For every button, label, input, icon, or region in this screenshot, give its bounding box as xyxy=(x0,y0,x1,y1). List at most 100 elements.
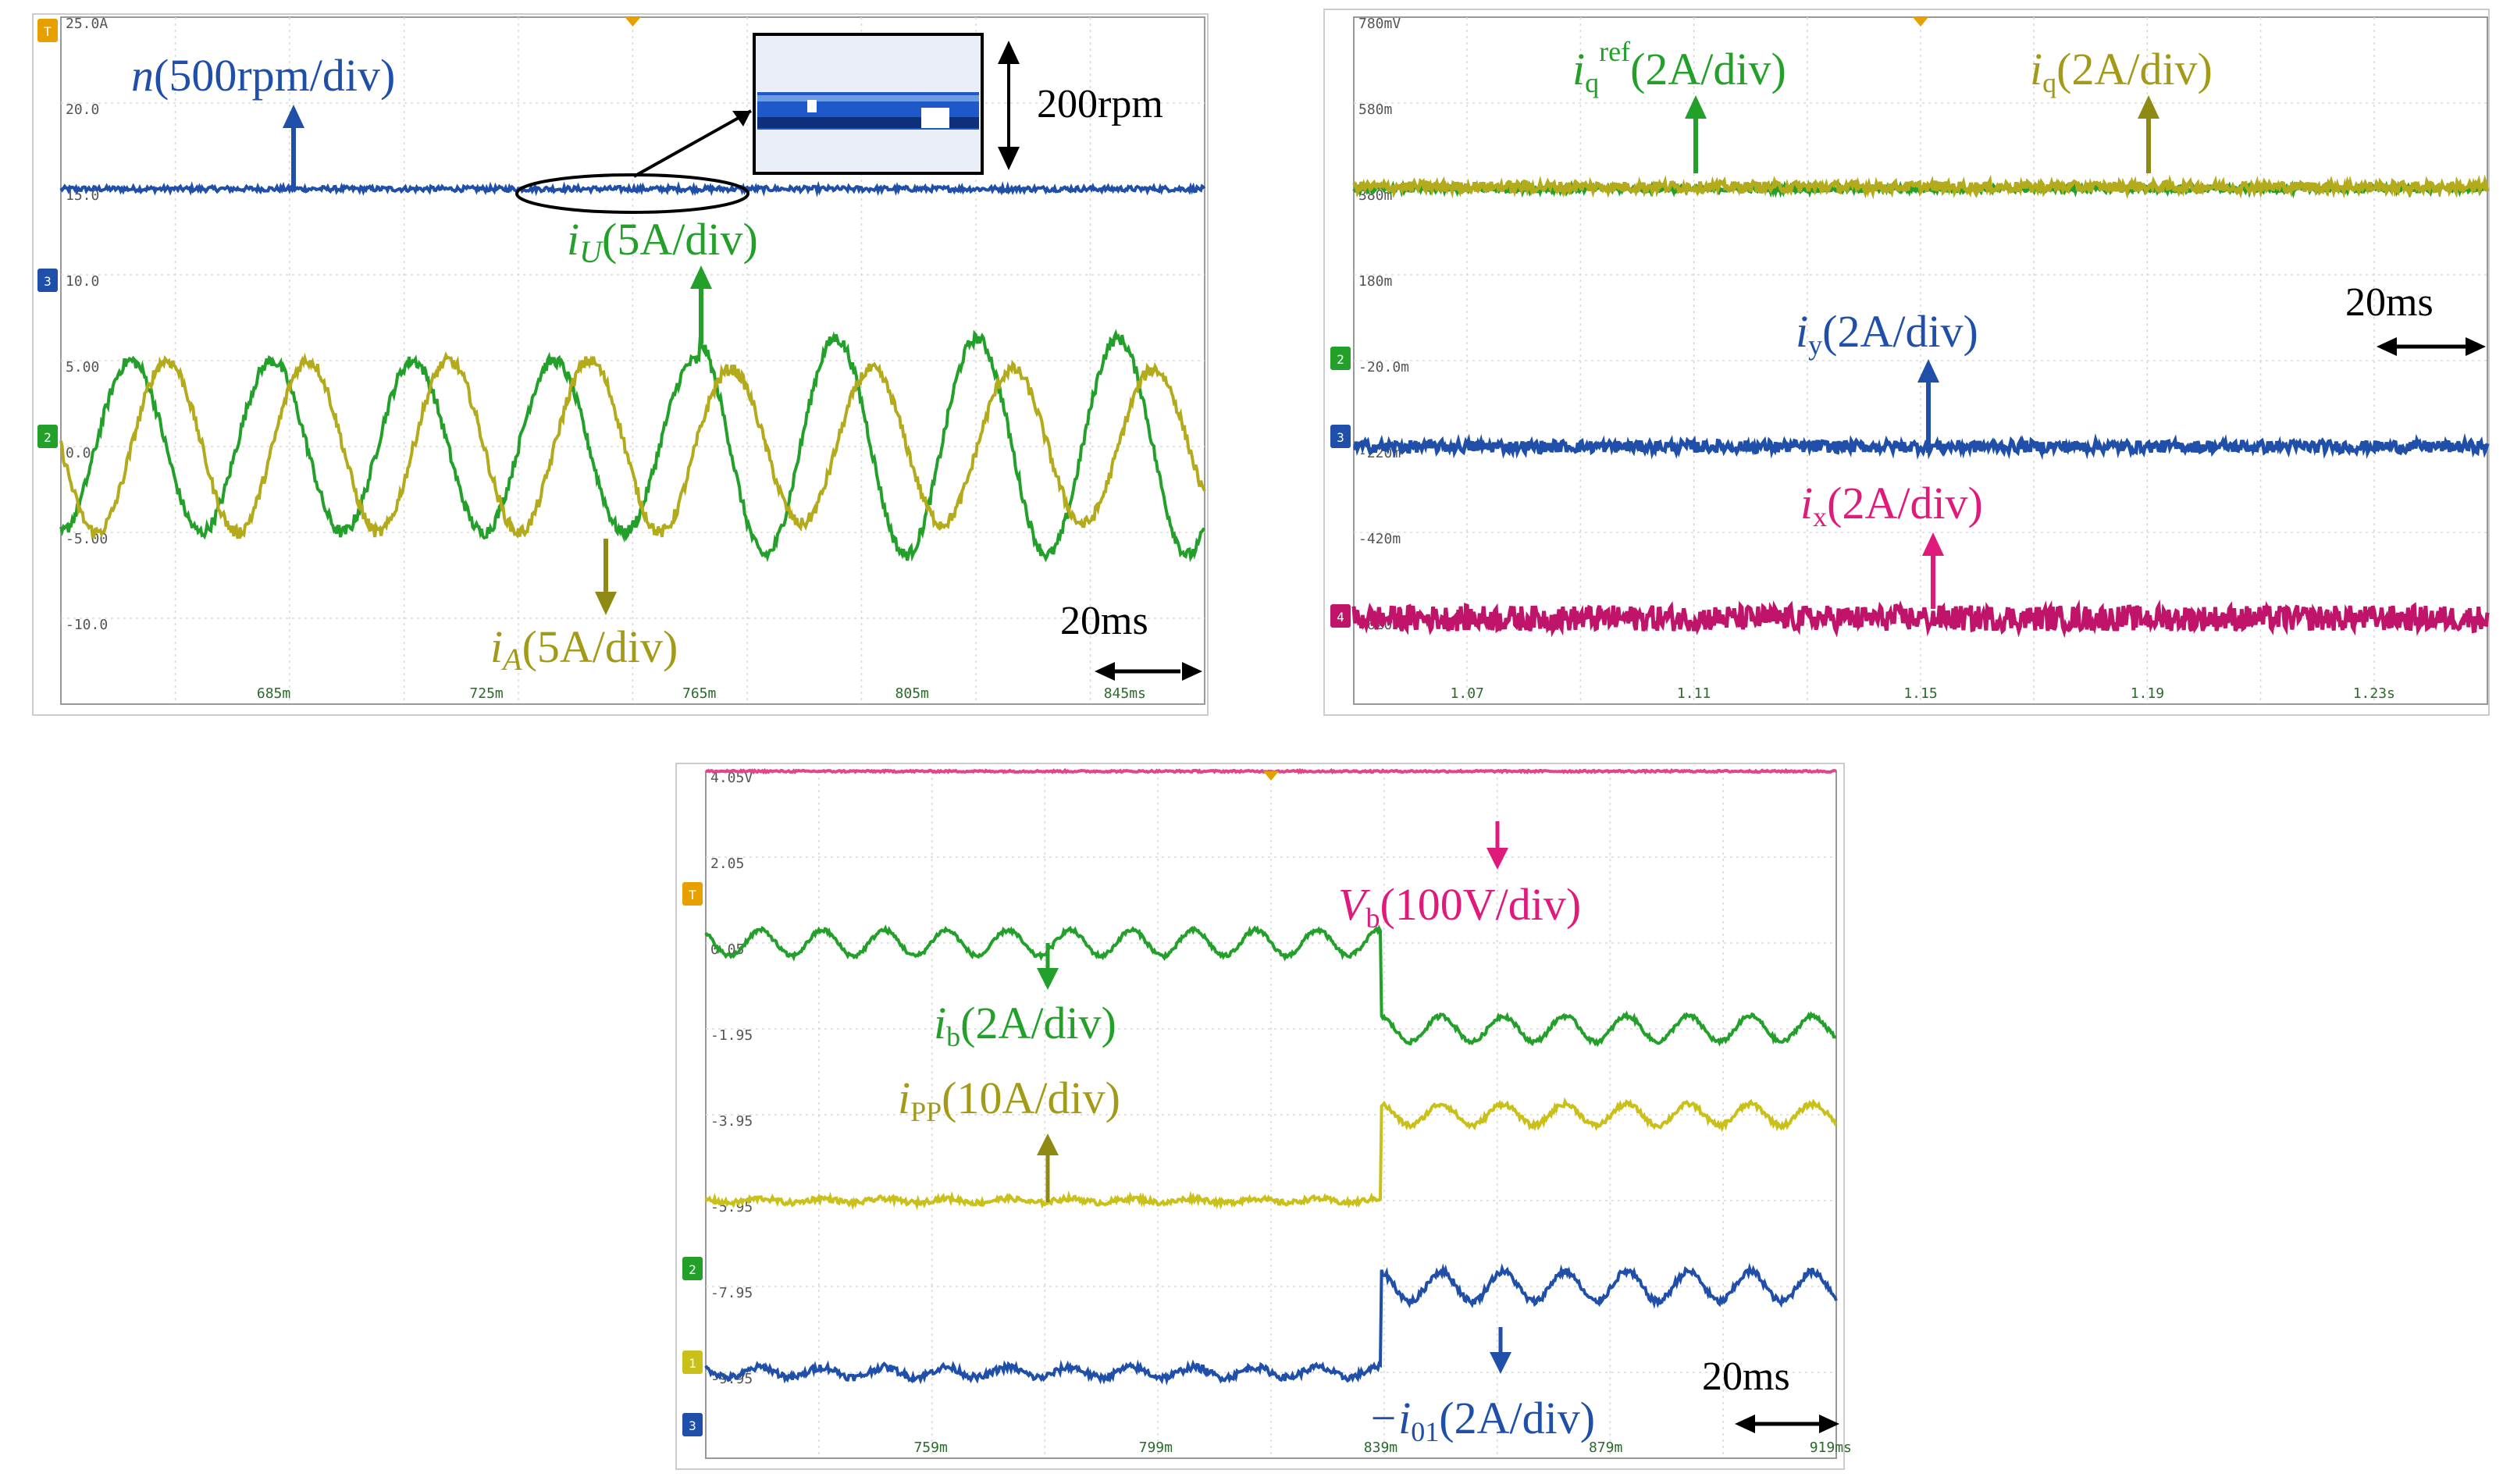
channel-badge-label: 2 xyxy=(44,430,52,445)
x-tick-label: 839m xyxy=(1364,1440,1397,1456)
y-tick-label: -1.95 xyxy=(710,1027,753,1044)
zoom-inset: 200rpm xyxy=(515,33,1163,214)
time-label: 20ms xyxy=(1702,1354,1790,1399)
arrow-n-head xyxy=(283,105,304,128)
annotation-ipp: iPP(10A/div) xyxy=(898,1073,1120,1202)
traces xyxy=(1351,174,2490,639)
annotation-vb: Vb(100V/div) xyxy=(1338,821,1581,934)
series-line xyxy=(1351,599,2490,639)
label-iqref: iqref(2A/div) xyxy=(1572,36,1786,98)
channel-badge xyxy=(682,882,703,906)
y-tick-label: -5.00 xyxy=(66,531,108,547)
channel-badge-label: T xyxy=(44,24,52,39)
label-iU: iU(5A/div) xyxy=(567,214,758,269)
series-line xyxy=(704,924,1836,1048)
zoom-ellipse xyxy=(515,173,749,214)
traces xyxy=(59,180,1206,563)
annotation-i01: −i01(2A/div) xyxy=(1368,1327,1595,1447)
annotation-iA: iA(5A/div) xyxy=(490,539,678,677)
x-tick-label: 1.23s xyxy=(2353,685,2395,702)
series-line xyxy=(1353,432,2490,461)
x-tick-label: 919ms xyxy=(1810,1440,1852,1456)
annotation-iU: iU(5A/div) xyxy=(567,214,758,343)
time-arrow-left xyxy=(1095,662,1115,681)
x-tick-label: 759m xyxy=(913,1440,947,1456)
channel-badge-label: 3 xyxy=(44,274,52,289)
zoom-spike xyxy=(921,108,949,128)
trigger-marker xyxy=(1263,771,1279,781)
channel-badge-label: 2 xyxy=(689,1262,696,1277)
label-iA: iA(5A/div) xyxy=(490,621,678,677)
y-tick-label: 20.0 xyxy=(66,101,99,118)
arrow-ix-head xyxy=(1922,532,1944,556)
y-tick-label: -420m xyxy=(1358,531,1401,547)
y-tick-label: 25.0A xyxy=(66,16,108,32)
x-tick-labels: 1.07 1.11 1.15 1.19 1.23s xyxy=(1451,685,2395,702)
y-tick-label: -10.0 xyxy=(66,617,108,633)
x-tick-labels: 759m 799m 839m 879m 919ms xyxy=(913,1440,1851,1456)
x-tick-label: 805m xyxy=(895,685,929,702)
zoom-bracket-head-bottom xyxy=(998,147,1020,170)
time-label: 20ms xyxy=(2345,280,2434,325)
arrow-iy-head xyxy=(1917,359,1939,383)
zoom-bracket-head-top xyxy=(998,41,1020,64)
channel-badges: T 3 2 xyxy=(37,17,641,448)
time-arrow-left xyxy=(2377,337,2397,356)
x-tick-label: 1.19 xyxy=(2131,685,2164,702)
channel-badge-label: T xyxy=(689,888,696,902)
y-tick-label: -7.95 xyxy=(710,1285,753,1301)
channel-badge xyxy=(1330,347,1351,370)
y-tick-label: 10.0 xyxy=(66,273,99,290)
y-tick-label: -20.0m xyxy=(1358,359,1409,375)
y-tick-label: 580m xyxy=(1358,101,1392,118)
x-tick-label: 685m xyxy=(257,685,290,702)
channel-badges: 2 3 4 xyxy=(1330,17,1928,628)
time-arrow-right xyxy=(2466,337,2486,356)
label-vb: Vb(100V/div) xyxy=(1338,879,1581,934)
annotation-iq: iq(2A/div) xyxy=(2030,44,2213,173)
arrow-iA-head xyxy=(595,592,617,615)
arrow-vb-head xyxy=(1486,848,1508,870)
label-n: n(500rpm/div) xyxy=(131,50,395,101)
label-iq: iq(2A/div) xyxy=(2030,44,2213,98)
y-tick-label: 4.05V xyxy=(710,770,753,786)
x-tick-label: 1.15 xyxy=(1903,685,1937,702)
zoom-arrow-head xyxy=(732,111,751,126)
channel-badge-label: 2 xyxy=(1337,352,1344,367)
series-line xyxy=(59,329,1205,563)
channel-badge-label: 4 xyxy=(1337,610,1344,625)
series-line xyxy=(59,351,1206,539)
zoom-spike xyxy=(807,100,817,112)
channel-badge-label: 3 xyxy=(689,1418,696,1433)
y-tick-label: -3.95 xyxy=(710,1113,753,1130)
channel-badge xyxy=(1330,425,1351,448)
y-tick-label: 780mV xyxy=(1358,16,1401,32)
channel-badge xyxy=(682,1257,703,1280)
time-arrow-left xyxy=(1735,1415,1755,1433)
x-tick-label: 1.07 xyxy=(1451,685,1484,702)
x-tick-label: 1.11 xyxy=(1677,685,1711,702)
annotation-iqref: iqref(2A/div) xyxy=(1572,36,1786,173)
zoom-trace-light xyxy=(757,95,979,101)
trigger-marker xyxy=(625,17,641,27)
series-line xyxy=(1352,174,2490,200)
time-scale-top-left: 20ms xyxy=(1060,599,1202,681)
arrow-iqref-head xyxy=(1685,95,1707,119)
y-tick-label: 5.00 xyxy=(66,359,99,375)
x-tick-label: 879m xyxy=(1589,1440,1622,1456)
y-tick-label: 180m xyxy=(1358,273,1392,290)
channel-badge xyxy=(682,1413,703,1436)
label-ib: ib(2A/div) xyxy=(934,998,1116,1052)
x-tick-label: 799m xyxy=(1139,1440,1173,1456)
channel-badge xyxy=(37,19,58,42)
label-ix: ix(2A/div) xyxy=(1800,478,1983,532)
time-arrow-right xyxy=(1182,662,1202,681)
channel-badge xyxy=(1330,604,1351,628)
annotation-n: n(500rpm/div) xyxy=(131,50,395,187)
x-tick-label: 765m xyxy=(682,685,716,702)
